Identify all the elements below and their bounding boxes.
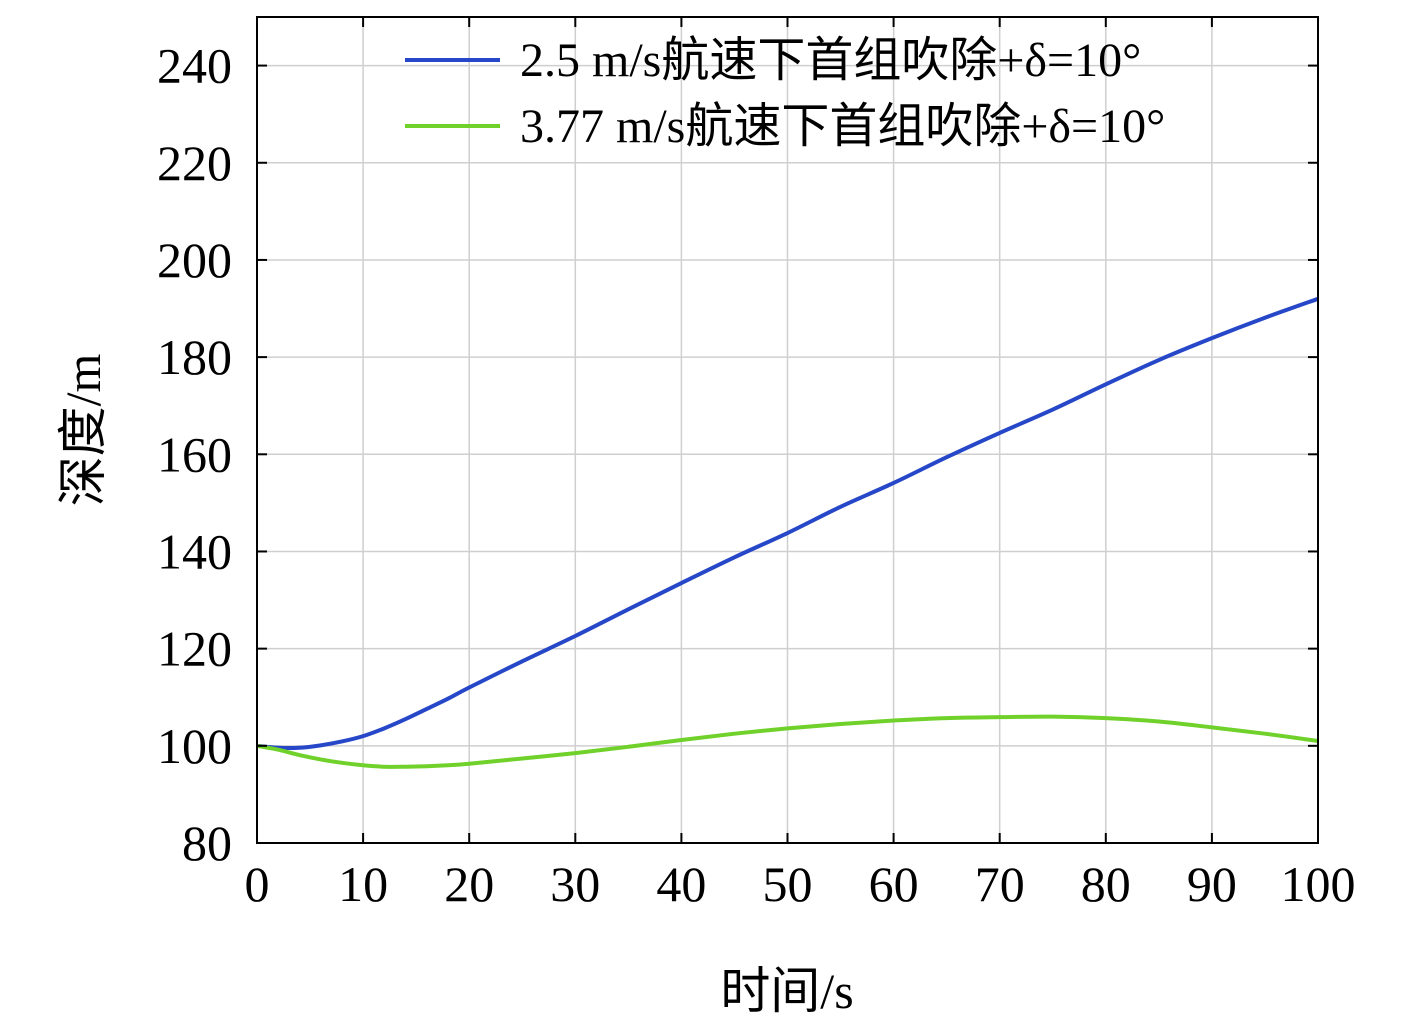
series-line-1: [256, 296, 1319, 751]
x-tick-label: 70: [975, 856, 1025, 912]
series-line-2: [256, 714, 1319, 769]
y-tick-label: 200: [157, 232, 232, 288]
grid-layer: [257, 17, 1318, 843]
x-tick-label: 60: [869, 856, 919, 912]
x-tick-label: 40: [656, 856, 706, 912]
legend-label-2: 3.77 m/s航速下首组吹除+δ=10°: [520, 100, 1165, 153]
legend: 2.5 m/s航速下首组吹除+δ=10° 3.77 m/s航速下首组吹除+δ=10…: [405, 34, 1165, 153]
x-tick-label: 10: [338, 856, 388, 912]
y-tick-label: 240: [157, 38, 232, 94]
y-tick-label: 100: [157, 718, 232, 774]
x-tick-label: 0: [245, 856, 270, 912]
y-tick-label: 120: [157, 621, 232, 677]
y-axis-label: 深度/m: [55, 354, 111, 507]
y-tick-label: 160: [157, 426, 232, 482]
x-tick-label: 80: [1081, 856, 1131, 912]
y-tick-label: 140: [157, 523, 232, 579]
x-tick-label: 50: [763, 856, 813, 912]
tick-layer: 0 10 20 30 40 50 60 70 80 90 100 80 100 120 140 160 180 2…: [157, 17, 1356, 912]
y-tick-label: 220: [157, 135, 232, 191]
x-tick-label: 100: [1281, 856, 1356, 912]
series-layer: [256, 296, 1319, 769]
y-tick-label: 80: [182, 815, 232, 871]
x-tick-label: 90: [1187, 856, 1237, 912]
x-tick-label: 20: [444, 856, 494, 912]
y-tick-label: 180: [157, 329, 232, 385]
x-tick-label: 30: [550, 856, 600, 912]
x-axis-label: 时间/s: [720, 963, 853, 1019]
legend-label-1: 2.5 m/s航速下首组吹除+δ=10°: [520, 34, 1141, 87]
